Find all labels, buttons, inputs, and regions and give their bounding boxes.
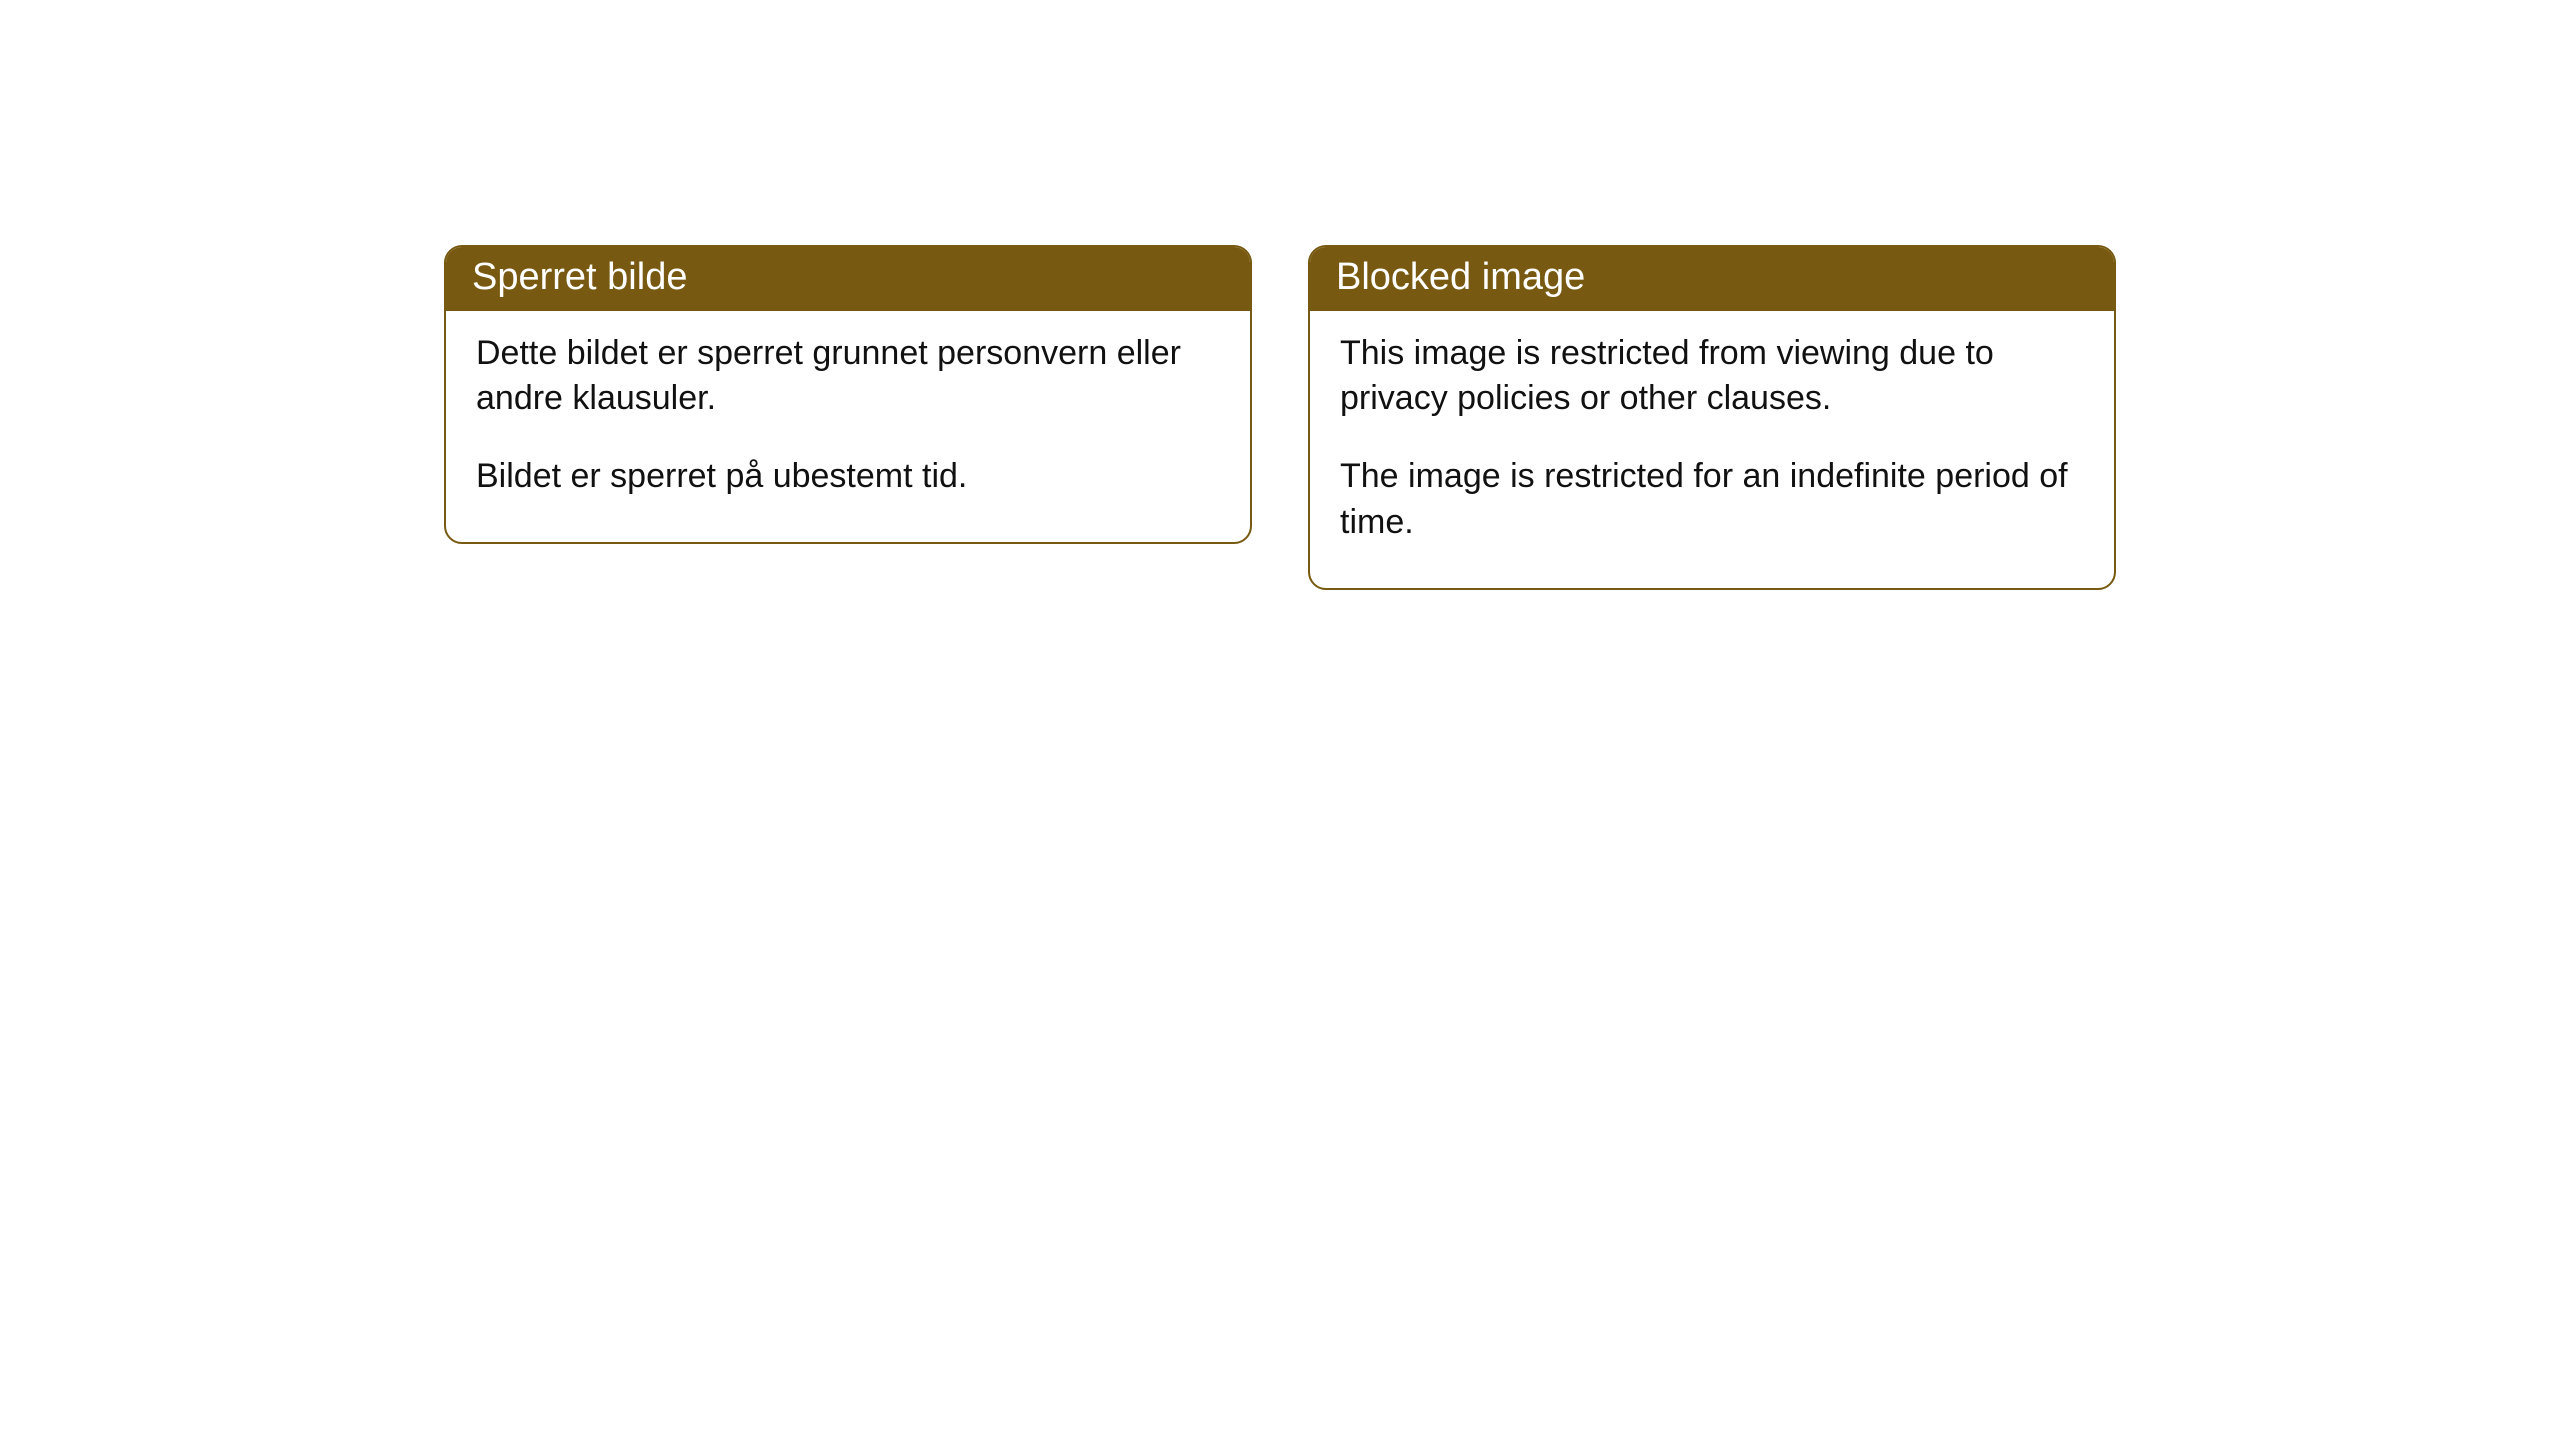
card-body-en: This image is restricted from viewing du… (1310, 311, 2114, 589)
card-body-no: Dette bildet er sperret grunnet personve… (446, 311, 1250, 543)
card-text-en-2: The image is restricted for an indefinit… (1340, 454, 2084, 546)
card-text-en-1: This image is restricted from viewing du… (1340, 331, 2084, 423)
card-text-no-1: Dette bildet er sperret grunnet personve… (476, 331, 1220, 423)
card-header-en: Blocked image (1310, 247, 2114, 311)
card-header-no: Sperret bilde (446, 247, 1250, 311)
blocked-image-card-en: Blocked image This image is restricted f… (1308, 245, 2116, 590)
card-text-no-2: Bildet er sperret på ubestemt tid. (476, 454, 1220, 500)
blocked-image-card-no: Sperret bilde Dette bildet er sperret gr… (444, 245, 1252, 544)
